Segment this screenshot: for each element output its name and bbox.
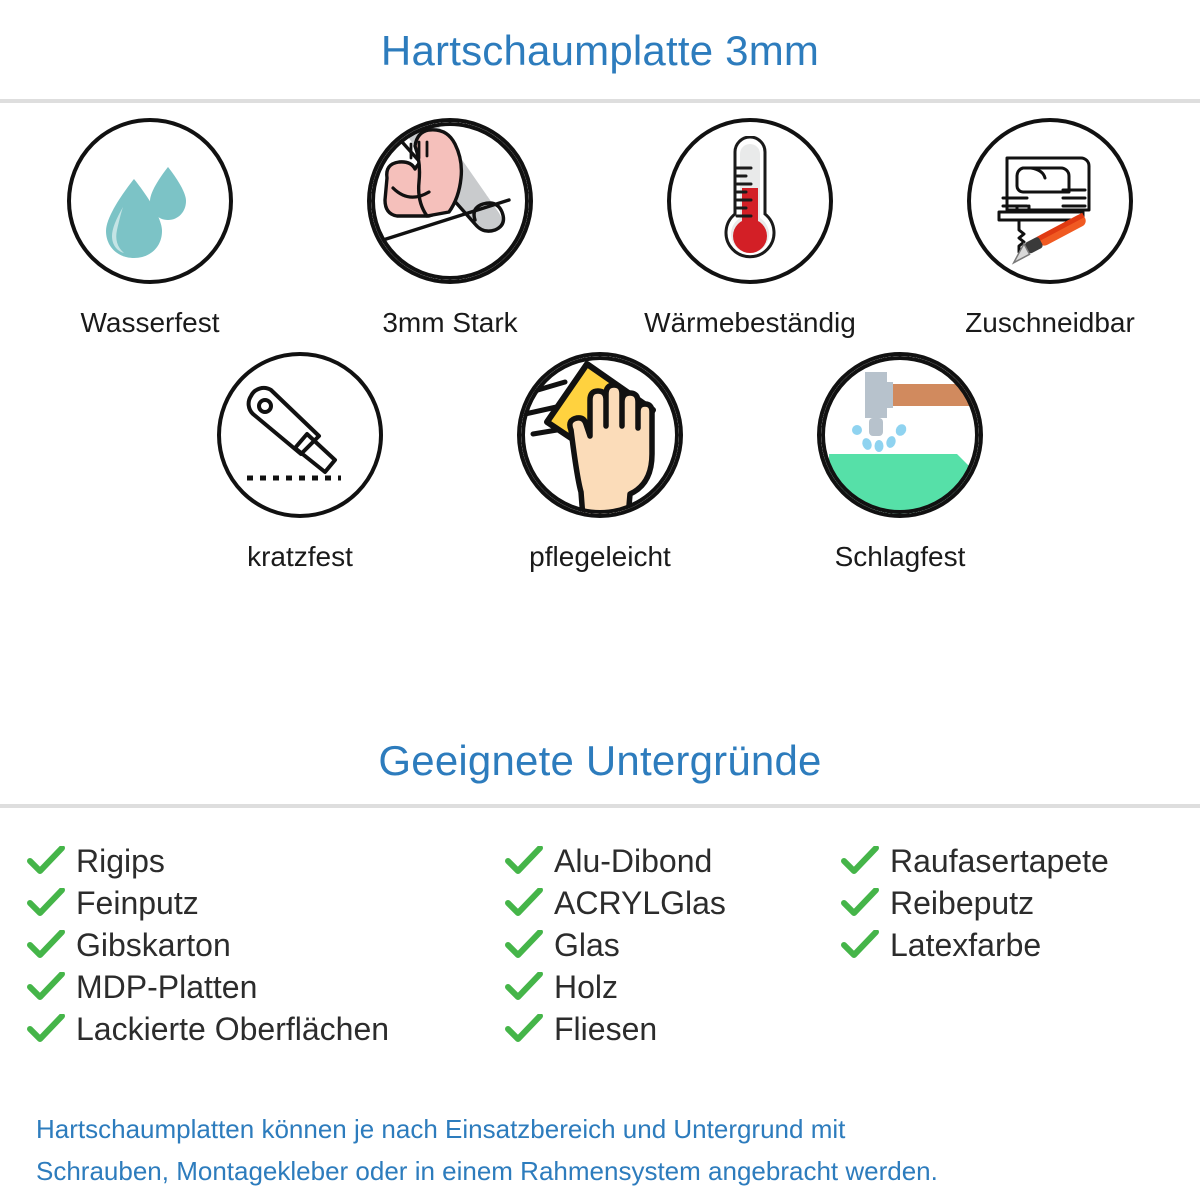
feature-label: Zuschneidbar <box>965 307 1135 338</box>
footer-note: Hartschaumplatten können je nach Einsatz… <box>0 1108 1200 1192</box>
utility-knife-icon <box>217 352 383 518</box>
list-item-label: Raufasertapete <box>890 843 1109 879</box>
feature-label: Wärmebeständig <box>644 307 856 338</box>
feature-schlagfest: Schlagfest <box>750 352 1050 574</box>
flexed-bicep-icon <box>367 118 533 284</box>
list-item: ACRYLGlas <box>504 882 840 924</box>
check-icon <box>840 886 880 920</box>
list-item-label: Holz <box>554 969 619 1005</box>
list-item: Gibskarton <box>26 924 504 966</box>
feature-label: kratzfest <box>247 541 353 572</box>
feature-waermebestaendig: Wärmebeständig <box>600 118 900 340</box>
list-item: Latexfarbe <box>840 924 1200 966</box>
list-item: Holz <box>504 966 840 1008</box>
thermometer-icon <box>667 118 833 284</box>
check-icon <box>504 886 544 920</box>
list-item: Rigips <box>26 840 504 882</box>
check-icon <box>840 928 880 962</box>
substrate-column-2: Alu-Dibond ACRYLGlas Glas Holz <box>504 840 840 1050</box>
list-item: Feinputz <box>26 882 504 924</box>
list-item-label: Latexfarbe <box>890 927 1042 963</box>
check-icon <box>504 844 544 878</box>
feature-kratzfest: kratzfest <box>150 352 450 574</box>
divider-top <box>0 99 1200 103</box>
feature-grid: Wasserfest <box>0 118 1200 574</box>
list-item-label: Fliesen <box>554 1011 658 1047</box>
water-drops-icon <box>67 118 233 284</box>
hand-wiping-cloth-icon <box>517 352 683 518</box>
feature-3mm-stark: 3mm Stark <box>300 118 600 340</box>
substrate-checklist: Rigips Feinputz Gibskarton MDP-Platten <box>0 840 1200 1050</box>
list-item-label: ACRYLGlas <box>554 885 726 921</box>
feature-label: 3mm Stark <box>382 307 518 338</box>
footer-line-1: Hartschaumplatten können je nach Einsatz… <box>36 1114 846 1144</box>
check-icon <box>26 970 66 1004</box>
list-item-label: Feinputz <box>76 885 199 921</box>
substrate-column-3: Raufasertapete Reibeputz Latexfarbe <box>840 840 1200 1050</box>
list-item: Alu-Dibond <box>504 840 840 882</box>
list-item-label: Rigips <box>76 843 165 879</box>
section-heading: Geeignete Untergründe <box>378 737 822 784</box>
list-item-label: Alu-Dibond <box>554 843 713 879</box>
divider-middle <box>0 804 1200 808</box>
section-heading-band: Geeignete Untergründe <box>0 734 1200 788</box>
check-icon <box>504 1012 544 1046</box>
feature-pflegeleicht: pflegeleicht <box>450 352 750 574</box>
check-icon <box>504 970 544 1004</box>
feature-wasserfest: Wasserfest <box>0 118 300 340</box>
list-item-label: MDP-Platten <box>76 969 258 1005</box>
footer-line-2: Schrauben, Montagekleber oder in einem R… <box>36 1156 938 1186</box>
list-item: Glas <box>504 924 840 966</box>
list-item: Fliesen <box>504 1008 840 1050</box>
check-icon <box>26 886 66 920</box>
feature-label: Wasserfest <box>80 307 220 338</box>
feature-row-1: Wasserfest <box>0 118 1200 340</box>
list-item: Reibeputz <box>840 882 1200 924</box>
substrate-column-1: Rigips Feinputz Gibskarton MDP-Platten <box>26 840 504 1050</box>
list-item: Raufasertapete <box>840 840 1200 882</box>
list-item-label: Gibskarton <box>76 927 231 963</box>
list-item-label: Glas <box>554 927 620 963</box>
page-title-band: Hartschaumplatte 3mm <box>0 24 1200 78</box>
feature-label: Schlagfest <box>834 541 966 572</box>
page-title: Hartschaumplatte 3mm <box>380 27 820 74</box>
check-icon <box>840 844 880 878</box>
check-icon <box>504 928 544 962</box>
check-icon <box>26 844 66 878</box>
hammer-impact-icon <box>817 352 983 518</box>
list-item-label: Lackierte Oberflächen <box>76 1011 390 1047</box>
list-item: MDP-Platten <box>26 966 504 1008</box>
check-icon <box>26 1012 66 1046</box>
feature-zuschneidbar: Zuschneidbar <box>900 118 1200 340</box>
feature-label: pflegeleicht <box>529 541 671 572</box>
check-icon <box>26 928 66 962</box>
jigsaw-cutter-icon <box>967 118 1133 284</box>
list-item-label: Reibeputz <box>890 885 1035 921</box>
feature-row-2: kratzfest <box>0 352 1200 574</box>
list-item: Lackierte Oberflächen <box>26 1008 504 1050</box>
